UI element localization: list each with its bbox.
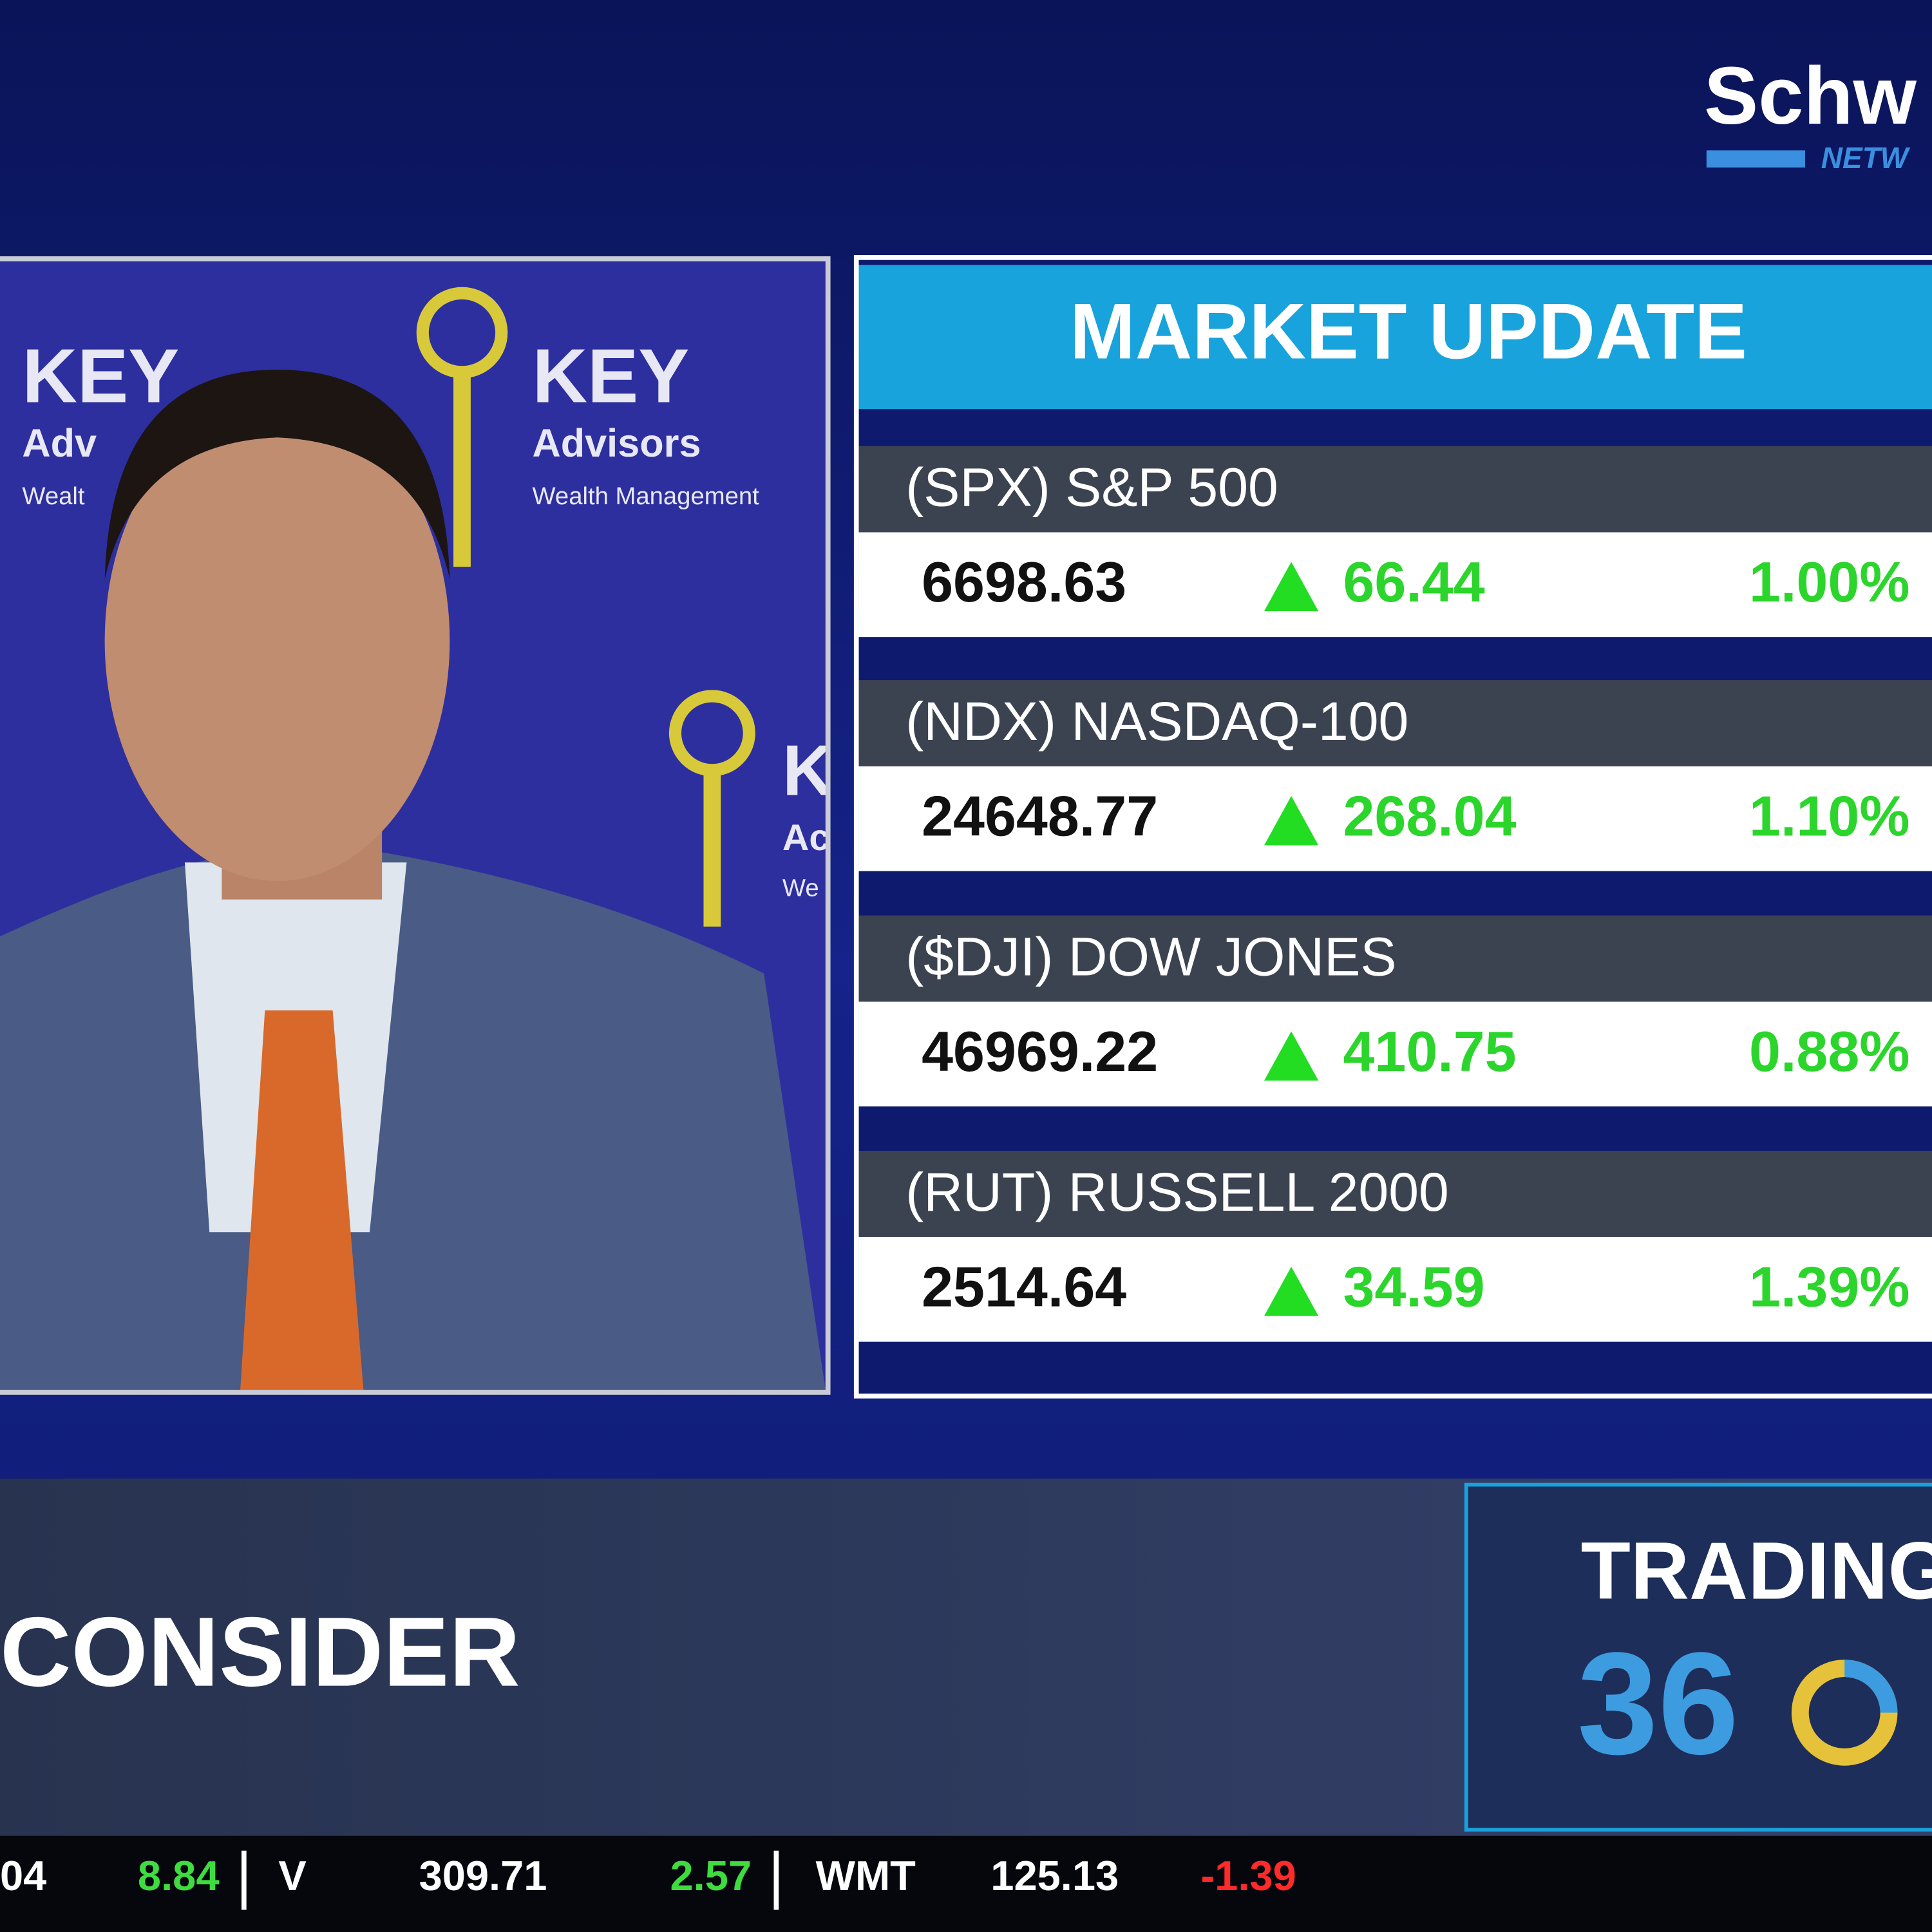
show-name: TRADING <box>1581 1525 1932 1616</box>
show-logo-box <box>1464 1482 1932 1832</box>
backdrop-logo: KEY <box>533 334 690 419</box>
market-rows: (SPX) S&P 500 6698.63 66.44 1.00% (NDX) NASD… <box>858 446 1932 1342</box>
row-label-bg <box>858 1150 1932 1237</box>
market-header <box>858 265 1932 410</box>
up-arrow <box>1264 795 1319 846</box>
backdrop-logo: Adv <box>22 421 97 465</box>
index-name: (RUT) RUSSELL 2000 <box>905 1162 1449 1222</box>
ticker-change: 8.84 <box>138 1852 220 1899</box>
row-label-bg <box>858 446 1932 533</box>
show-ring <box>1844 1660 1898 1713</box>
presenter-face <box>104 400 450 881</box>
backdrop-logo: K <box>782 731 834 811</box>
index-change: 268.04 <box>1343 784 1516 848</box>
network-logo: Schw <box>1704 50 1917 141</box>
ticker-price: 309.71 <box>419 1852 547 1899</box>
index-name: ($DJI) DOW JONES <box>905 927 1396 987</box>
index-change: 66.44 <box>1343 550 1484 614</box>
ticker-price: 125.13 <box>990 1852 1119 1899</box>
headline: CONSIDER <box>0 1597 520 1707</box>
index-change: 34.59 <box>1343 1255 1484 1318</box>
backdrop-logo: Ac <box>782 817 829 858</box>
network-logo-sub: NETW <box>1821 141 1911 175</box>
ticker-change: 2.57 <box>670 1852 752 1899</box>
show-number: 36 <box>1577 1622 1739 1785</box>
ticker-symbol: V <box>278 1852 306 1899</box>
ticker-bar <box>0 1835 1932 1932</box>
backdrop-logo: Wealth Management <box>533 482 760 510</box>
row-value-bg <box>858 532 1932 638</box>
presenter-tie <box>240 1010 364 1390</box>
row-label-bg <box>858 915 1932 1002</box>
market-title: MARKET UPDATE <box>1070 287 1747 375</box>
ticker-separator <box>773 1850 779 1910</box>
index-price: 46969.22 <box>922 1019 1158 1083</box>
ticker-price: 04 <box>0 1852 46 1899</box>
key-icon <box>453 369 471 567</box>
row-value-bg <box>858 1236 1932 1342</box>
video-feed: KEY Adv Wealt KEY Advisors Wealth Manage… <box>0 261 834 1390</box>
index-percent: 1.39% <box>1749 1255 1910 1318</box>
backdrop-logo: We <box>782 874 819 902</box>
index-percent: 1.00% <box>1749 550 1910 614</box>
row-label-bg <box>858 680 1932 767</box>
key-icon <box>703 766 721 927</box>
ticker-separator <box>242 1850 247 1910</box>
index-name: (SPX) S&P 500 <box>905 457 1278 518</box>
index-price: 24648.77 <box>922 784 1158 848</box>
index-percent: 1.10% <box>1749 784 1910 848</box>
ticker-symbol: WMT <box>816 1852 916 1899</box>
index-price: 2514.64 <box>922 1255 1126 1318</box>
up-arrow <box>1264 1266 1319 1316</box>
ticker: 04 8.84 V 309.71 2.57 WMT 125.13 -1.39 <box>0 1850 1296 1910</box>
presenter-hair <box>104 369 450 580</box>
row-value-bg <box>858 766 1932 871</box>
backdrop-logo: KEY <box>22 334 179 419</box>
index-change: 410.75 <box>1343 1019 1516 1083</box>
logo-bars <box>1706 150 1805 168</box>
index-percent: 0.88% <box>1749 1019 1910 1083</box>
up-arrow <box>1264 562 1319 611</box>
index-price: 6698.63 <box>922 550 1126 614</box>
up-arrow <box>1264 1031 1319 1081</box>
backdrop-logo: Advisors <box>533 421 701 465</box>
ticker-change: -1.39 <box>1200 1852 1296 1899</box>
row-value-bg <box>858 1001 1932 1107</box>
backdrop-logo: Wealt <box>22 482 84 510</box>
index-name: (NDX) NASDAQ-100 <box>905 691 1408 752</box>
